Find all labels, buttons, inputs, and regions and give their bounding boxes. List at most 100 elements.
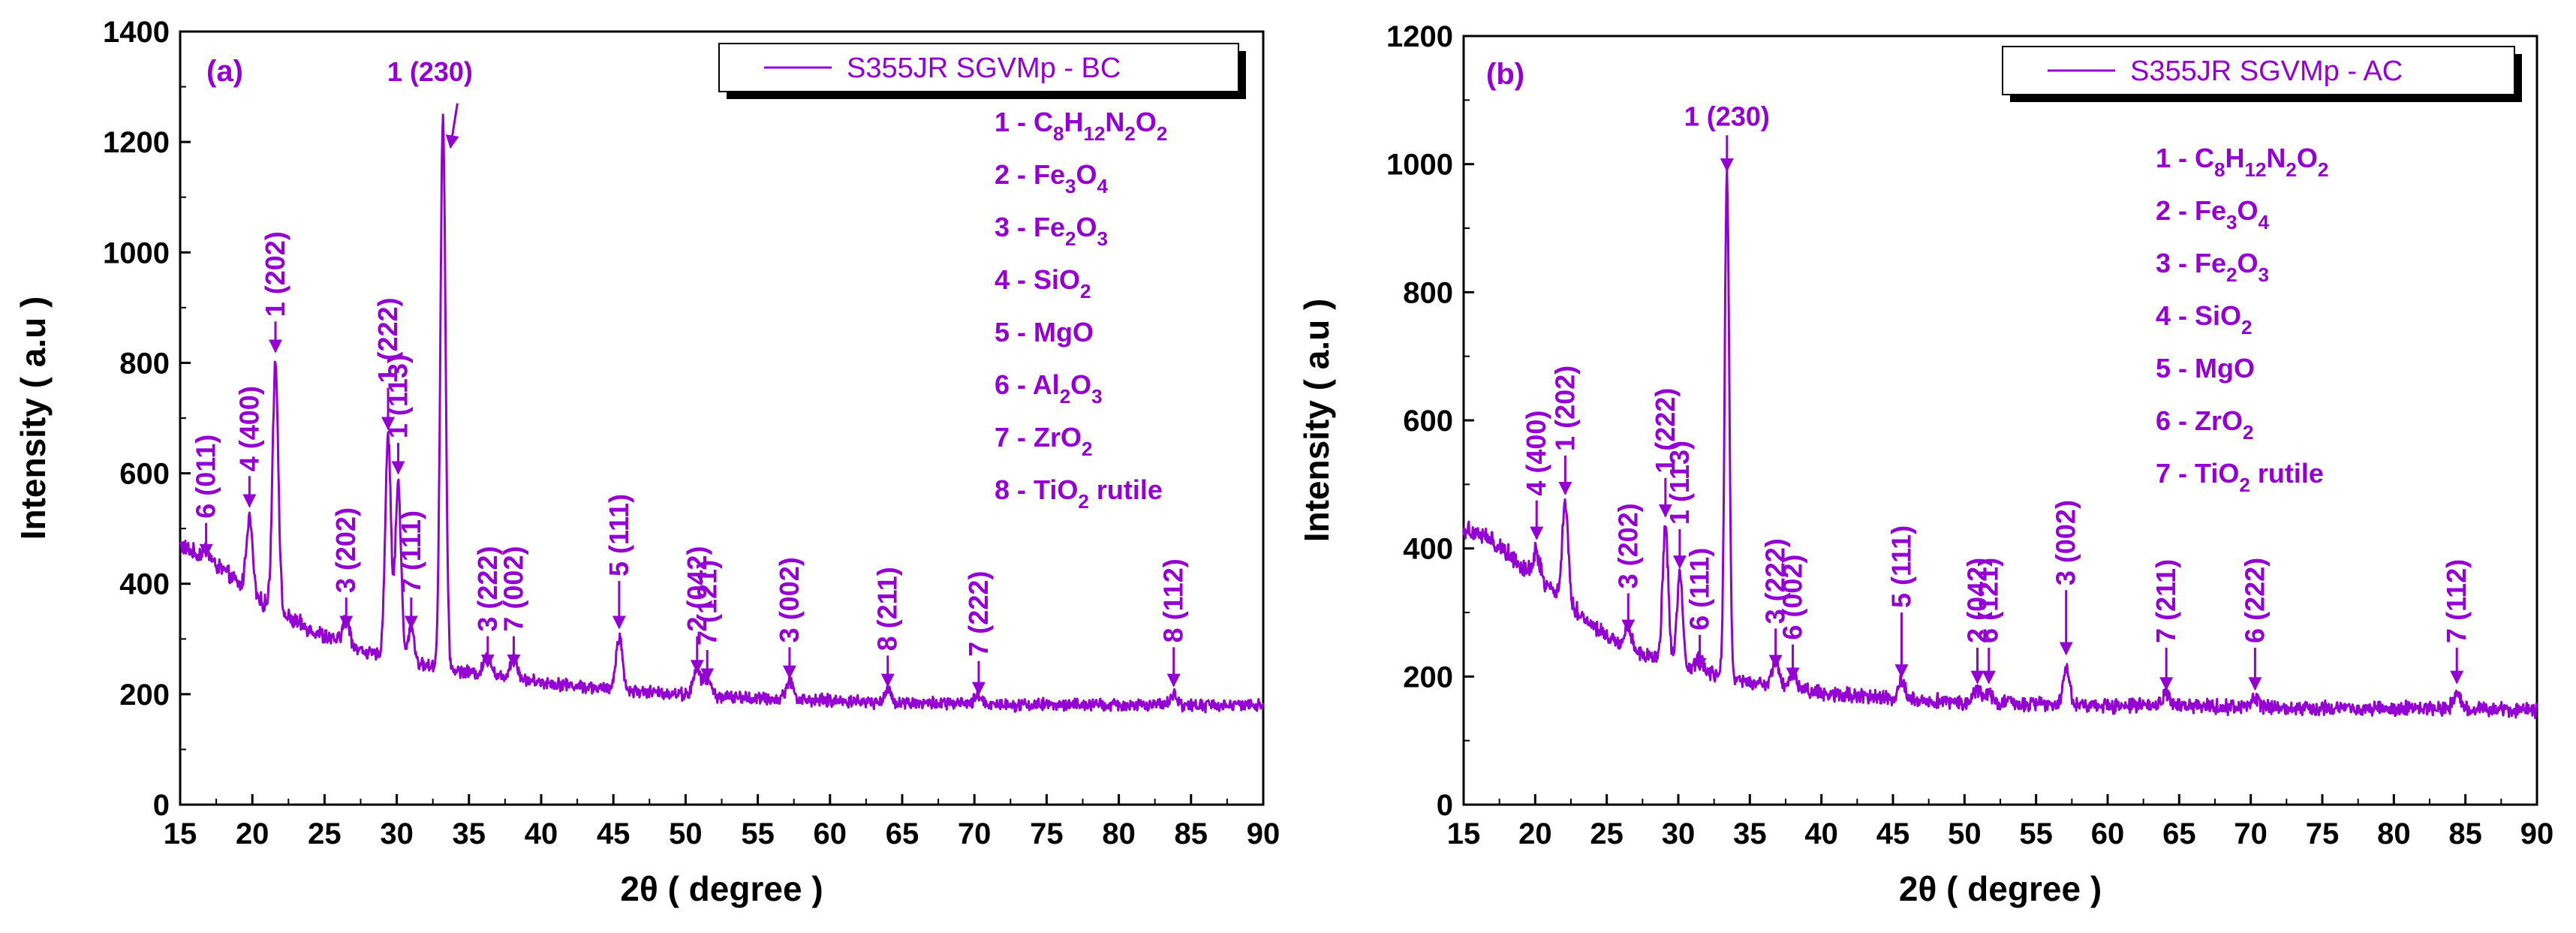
peak-label: 1 (222) [1650,388,1681,474]
peak-label: 3 (222) [1760,538,1791,624]
phase-item: 1 - C8H12N2O2 [2156,143,2328,181]
phase-item: 3 - Fe2O3 [2156,248,2269,286]
x-tick-label: 40 [525,817,558,850]
main-peak-label: 1 (230) [387,56,473,87]
phase-item: 4 - SiO2 [995,264,1091,302]
main-peak-arrow [445,103,459,149]
peak-annotation: 3 (202) [1612,503,1643,634]
phase-item: 7 - TiO2 rutile [2156,458,2324,496]
peak-annotation: 7 (211) [2150,559,2181,691]
main-peak-annotation: 1 (230) [387,56,473,149]
y-tick-label: 0 [1437,789,1453,822]
y-tick-label: 0 [153,789,170,822]
series-line [179,113,1265,714]
y-tick-label: 400 [1403,533,1453,566]
x-tick-label: 50 [1948,817,1982,850]
peak-label: 3 (002) [774,557,805,643]
peak-label: 6 (002) [1777,555,1808,640]
y-axis-title: Intensity ( a.u ) [14,296,53,540]
legend-box [718,43,1239,92]
peak-annotation: 8 (112) [1158,558,1189,688]
peak-label: 1 (113) [383,354,414,438]
peak-label: 3 (222) [472,546,503,632]
y-tick-label: 1200 [103,126,170,159]
phase-item: 7 - ZrO2 [995,422,1093,460]
peak-label: 8 (112) [1158,558,1189,643]
peak-label: 6 (011) [191,435,221,519]
peak-annotation: 6 (011) [191,435,221,558]
plot-frame [1462,35,2538,806]
y-tick-label: 600 [1403,405,1453,438]
phase-item: 2 - Fe3O4 [995,159,1109,197]
y-tick-label: 1200 [1386,20,1453,53]
peak-annotation: 1 (113) [1664,441,1695,570]
x-tick-label: 30 [380,817,414,850]
peak-annotation: 1 (222) [372,297,403,431]
legend-label: S355JR SGVMp - BC [847,53,1121,84]
peak-annotation: 2 (042) [1961,558,1992,685]
y-tick-label: 1400 [103,16,170,49]
x-tick-label: 50 [669,817,703,850]
phase-item: 1 - C8H12N2O2 [995,107,1167,145]
peak-label: 3 (002) [2051,500,2081,585]
x-tick-label: 85 [2448,817,2482,850]
y-tick-label: 200 [119,679,170,712]
x-tick-label: 90 [2520,817,2554,850]
chart-panel-a: 15 20 25 30 35 40 45 50 55 60 65 70 75 80 85 90 0 200 400 6… [14,16,1280,908]
x-tick-label: 65 [2162,817,2196,850]
x-tick-label: 90 [1247,817,1280,850]
peak-label: 7 (111) [396,510,426,593]
peak-annotation: 1 (202) [1549,366,1580,495]
x-tick-label: 80 [1102,817,1136,850]
peak-label: 3 (202) [330,507,361,593]
peak-label: 6 (121) [1973,558,2004,643]
peak-label: 7 (121) [691,560,722,646]
peak-annotation: 3 (002) [774,557,805,679]
peak-annotation: 1 (222) [1650,388,1681,518]
peak-annotation: 6 (002) [1777,555,1808,682]
peak-annotation: 8 (211) [872,567,903,688]
peak-label: 2 (042) [1961,558,1992,643]
phase-item: 4 - SiO2 [2156,300,2252,339]
x-tick-label: 85 [1175,817,1208,850]
x-tick-label: 25 [308,817,342,850]
peak-annotation: 6 (222) [2239,558,2270,691]
x-tick-label: 70 [958,817,992,850]
peak-label: 1 (202) [1549,366,1580,451]
peak-label: 6 (222) [2239,558,2270,643]
peak-annotation: 1 (113) [383,354,414,475]
peak-annotation: 3 (002) [2051,500,2081,656]
peak-annotation: 3 (202) [330,507,361,630]
x-tick-label: 30 [1662,817,1696,850]
peak-label: 1 (202) [260,231,290,317]
main-peak-label: 1 (230) [1684,101,1770,131]
panel-label: (a) [206,55,243,88]
y-tick-label: 1000 [1386,149,1453,182]
x-tick-label: 40 [1804,817,1838,850]
x-tick-label: 75 [1030,817,1064,850]
x-tick-label: 65 [886,817,919,850]
peak-label: 3 (202) [1612,503,1643,588]
x-axis-title: 2θ ( degree ) [1899,869,2102,908]
phase-list: 1 - C8H12N2O2 2 - Fe3O4 3 - Fe2O3 4 - SiO2 5… [2156,143,2328,496]
phase-item: 6 - ZrO2 [2156,405,2254,444]
peak-label: 6 (111) [1684,548,1715,631]
phase-item: 2 - Fe3O4 [2156,195,2270,233]
peak-label: 4 (400) [233,386,264,471]
peak-label: 7 (112) [2441,559,2472,643]
phase-item: 6 - Al2O3 [995,369,1103,408]
x-tick-label: 25 [1590,817,1624,850]
x-tick-label: 20 [1518,817,1552,850]
legend-label: S355JR SGVMp - AC [2130,56,2403,87]
series-line [1462,168,2538,720]
y-tick-label: 400 [119,568,170,601]
y-tick-label: 1000 [103,236,170,269]
x-tick-label: 35 [453,817,486,850]
x-tick-label: 15 [1447,817,1481,850]
peak-label: 7 (211) [2150,559,2181,643]
legend: S355JR SGVMp - AC [2002,46,2522,102]
main-peak-annotation: 1 (230) [1684,101,1770,172]
x-tick-label: 75 [2306,817,2340,850]
x-tick-label: 60 [2091,817,2125,850]
